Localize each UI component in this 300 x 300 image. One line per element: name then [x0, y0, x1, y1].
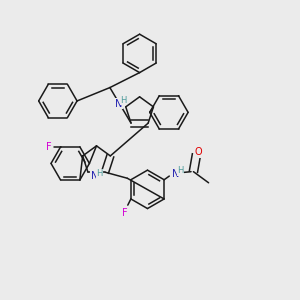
Text: F: F: [122, 208, 128, 218]
Text: N: N: [91, 171, 98, 181]
Text: H: H: [120, 96, 127, 105]
Text: F: F: [46, 142, 52, 152]
Text: H: H: [96, 169, 102, 178]
Text: N: N: [172, 169, 179, 179]
Text: O: O: [194, 147, 202, 157]
Text: H: H: [177, 166, 184, 175]
Text: N: N: [115, 99, 122, 109]
